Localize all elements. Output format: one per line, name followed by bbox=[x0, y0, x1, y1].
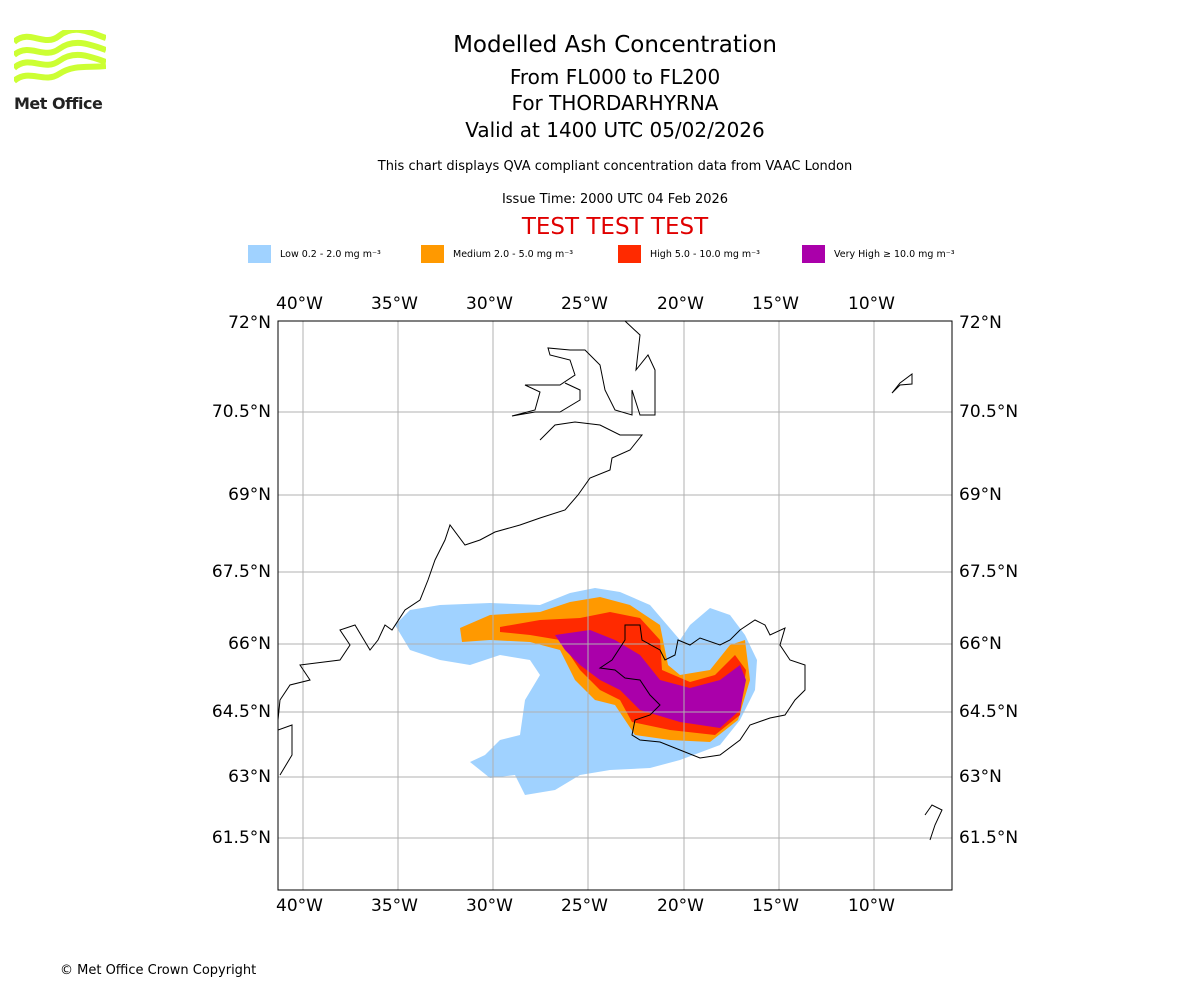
coastlines bbox=[278, 321, 952, 890]
lon-label-top: 35°W bbox=[371, 294, 418, 314]
graticule bbox=[278, 321, 952, 890]
lat-label-left: 72°N bbox=[228, 313, 271, 333]
lat-label-right: 61.5°N bbox=[959, 828, 1019, 848]
iceland-coast bbox=[598, 619, 806, 759]
copyright: © Met Office Crown Copyright bbox=[60, 963, 257, 978]
greenland-coast bbox=[278, 321, 656, 776]
legend-medium: Medium 2.0 - 5.0 mg m⁻³ bbox=[421, 245, 573, 263]
met-office-logo: Met Office bbox=[11, 26, 109, 113]
legend-high: High 5.0 - 10.0 mg m⁻³ bbox=[618, 245, 760, 263]
lat-label-right: 69°N bbox=[959, 485, 1002, 505]
lon-label-bottom: 15°W bbox=[752, 896, 799, 916]
lat-label-left: 66°N bbox=[228, 634, 271, 654]
logo-text: Met Office bbox=[14, 94, 103, 113]
lon-label-top: 15°W bbox=[752, 294, 799, 314]
test-banner: TEST TEST TEST bbox=[521, 214, 709, 240]
lon-label-top: 25°W bbox=[561, 294, 608, 314]
issue-time: Issue Time: 2000 UTC 04 Feb 2026 bbox=[501, 192, 729, 207]
lat-label-left: 64.5°N bbox=[211, 702, 271, 722]
legend-label: Very High ≥ 10.0 mg m⁻³ bbox=[834, 248, 955, 260]
jan-mayen-coast bbox=[891, 373, 913, 394]
chart-title: Modelled Ash Concentration bbox=[453, 32, 777, 58]
lat-label-right: 66°N bbox=[959, 634, 1002, 654]
map-frame bbox=[277, 320, 953, 891]
lon-label-bottom: 25°W bbox=[561, 896, 608, 916]
lon-label-top: 20°W bbox=[657, 294, 704, 314]
legend-swatch bbox=[618, 245, 641, 263]
lat-label-right: 70.5°N bbox=[959, 402, 1019, 422]
legend-label: High 5.0 - 10.0 mg m⁻³ bbox=[650, 248, 760, 260]
lon-label-top: 40°W bbox=[276, 294, 323, 314]
flight-levels: From FL000 to FL200 bbox=[509, 65, 721, 89]
legend-swatch bbox=[248, 245, 271, 263]
legend-label: Medium 2.0 - 5.0 mg m⁻³ bbox=[453, 248, 574, 260]
lon-label-bottom: 40°W bbox=[276, 896, 323, 916]
ash-very-high-area bbox=[555, 630, 746, 728]
legend-very-high: Very High ≥ 10.0 mg m⁻³ bbox=[802, 245, 955, 263]
legend-swatch bbox=[802, 245, 825, 263]
lon-label-bottom: 35°W bbox=[371, 896, 418, 916]
lat-label-right: 67.5°N bbox=[959, 562, 1019, 582]
lon-label-top: 10°W bbox=[848, 294, 895, 314]
lon-label-bottom: 30°W bbox=[466, 896, 513, 916]
lat-label-right: 64.5°N bbox=[959, 702, 1019, 722]
lon-label-bottom: 10°W bbox=[848, 896, 895, 916]
lat-label-left: 70.5°N bbox=[211, 402, 271, 422]
lat-label-left: 61.5°N bbox=[211, 828, 271, 848]
lat-label-left: 67.5°N bbox=[211, 562, 271, 582]
legend-swatch bbox=[421, 245, 444, 263]
faroe-coast bbox=[924, 804, 943, 841]
lon-label-top: 30°W bbox=[466, 294, 513, 314]
wave-logo-icon bbox=[11, 26, 107, 84]
lat-label-left: 63°N bbox=[228, 767, 271, 787]
legend-low: Low 0.2 - 2.0 mg m⁻³ bbox=[248, 245, 381, 263]
subtitle: This chart displays QVA compliant concen… bbox=[377, 159, 853, 174]
lat-label-right: 63°N bbox=[959, 767, 1002, 787]
legend-label: Low 0.2 - 2.0 mg m⁻³ bbox=[280, 248, 381, 260]
lat-label-right: 72°N bbox=[959, 313, 1002, 333]
lon-label-bottom: 20°W bbox=[657, 896, 704, 916]
volcano-name: For THORDARHYRNA bbox=[511, 91, 719, 115]
valid-time: Valid at 1400 UTC 05/02/2026 bbox=[465, 118, 765, 142]
lat-label-left: 69°N bbox=[228, 485, 271, 505]
